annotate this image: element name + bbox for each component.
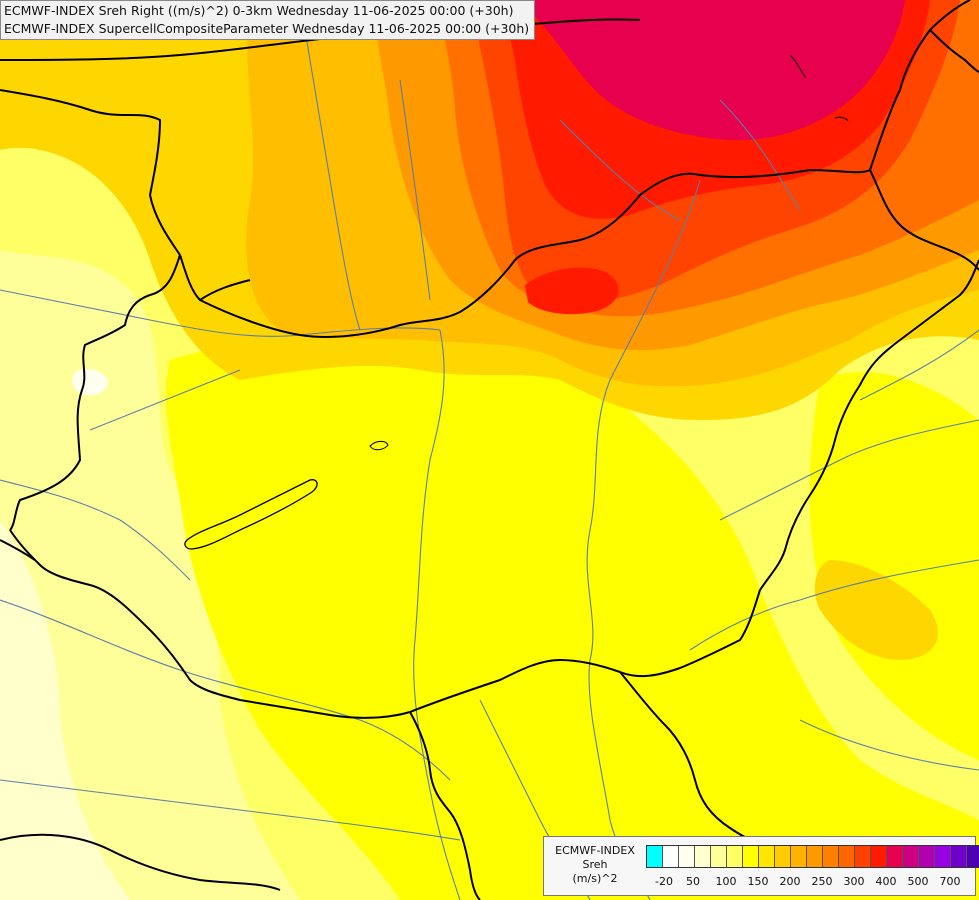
river-danube-upper: [0, 289, 441, 337]
legend-title: ECMWF-INDEX Sreh (m/s)^2: [548, 844, 642, 886]
field-yellow-central: [165, 346, 979, 900]
legend-color-bar: [646, 845, 979, 868]
border-austria-slovenia: [0, 539, 36, 561]
legend-swatch: [951, 846, 967, 867]
border-croatia-serbia: [409, 711, 481, 900]
legend-tick-label: 250: [811, 875, 833, 888]
legend-swatch: [887, 846, 903, 867]
map-header: ECMWF-INDEX Sreh Right ((m/s)^2) 0-3km W…: [0, 0, 536, 40]
header-line-1: ECMWF-INDEX Sreh Right ((m/s)^2) 0-3km W…: [4, 3, 514, 18]
border-south-west: [9, 529, 411, 719]
river-hron: [399, 79, 431, 301]
legend-swatch: [695, 846, 711, 867]
river-danube-bend: [413, 329, 461, 900]
field-red-spot: [525, 267, 619, 315]
border-north: [0, 0, 971, 338]
legend-swatch: [775, 846, 791, 867]
legend-line-1: ECMWF-INDEX: [555, 844, 635, 857]
legend-tick-label: 100: [715, 875, 737, 888]
legend-swatch: [647, 846, 663, 867]
river-east-1: [859, 329, 979, 401]
river-raba: [89, 369, 241, 431]
legend-swatch: [855, 846, 871, 867]
lake-balaton: [184, 479, 318, 550]
border-south: [409, 259, 979, 713]
river-west-1: [0, 479, 191, 581]
legend-swatch: [663, 846, 679, 867]
border-slovakia-danube: [199, 279, 251, 301]
legend-line-2: Sreh: [582, 858, 608, 871]
border-romania-serbia: [619, 671, 761, 846]
legend-tick-label: -20: [655, 875, 673, 888]
legend-tick-label: 400: [875, 875, 897, 888]
river-north-1: [559, 119, 681, 221]
color-legend: ECMWF-INDEX Sreh (m/s)^2 -20 50 100 150 200 2…: [543, 836, 979, 896]
river-north-2: [719, 99, 801, 211]
legend-tick-label: 700: [939, 875, 961, 888]
field-gold-east: [814, 560, 939, 660]
header-line-2: ECMWF-INDEX SupercellCompositeParameter …: [4, 21, 530, 36]
legend-tick-label: 500: [907, 875, 929, 888]
legend-line-3: (m/s)^2: [572, 872, 618, 885]
lake-small-2: [789, 54, 807, 79]
border-west: [9, 254, 181, 531]
legend-swatch: [823, 846, 839, 867]
river-mures: [689, 559, 979, 651]
border-ukraine: [869, 169, 979, 271]
legend-swatch: [743, 846, 759, 867]
legend-swatch: [679, 846, 695, 867]
river-vah: [299, 0, 361, 331]
legend-swatch: [871, 846, 887, 867]
river-east-2: [799, 719, 979, 771]
legend-tick-label: 150: [747, 875, 769, 888]
field-crimson: [520, 0, 905, 140]
legend-swatch: [791, 846, 807, 867]
lake-small-3: [834, 116, 849, 122]
river-somes: [719, 419, 979, 521]
border-east-top: [929, 29, 979, 73]
field-pale-sw: [0, 520, 130, 900]
field-yellow-east: [809, 372, 979, 760]
field-paler-spot: [72, 369, 108, 396]
legend-swatch: [967, 846, 979, 867]
legend-swatch: [919, 846, 935, 867]
lake-small-1: [369, 440, 389, 451]
border-croatia-south: [0, 833, 281, 891]
river-sava: [0, 779, 461, 841]
legend-tick-label: 200: [779, 875, 801, 888]
legend-tick-label: 50: [686, 875, 700, 888]
legend-swatch: [903, 846, 919, 867]
river-tisza: [586, 179, 701, 900]
legend-swatch: [839, 846, 855, 867]
field-pale-west: [0, 250, 300, 900]
legend-swatch: [807, 846, 823, 867]
legend-swatch: [759, 846, 775, 867]
legend-swatch: [727, 846, 743, 867]
legend-swatch: [711, 846, 727, 867]
legend-ticks: -20 50 100 150 200 250 300 400 500 700: [646, 875, 968, 889]
legend-tick-label: 300: [843, 875, 865, 888]
legend-swatch: [935, 846, 951, 867]
river-drava: [0, 599, 451, 781]
